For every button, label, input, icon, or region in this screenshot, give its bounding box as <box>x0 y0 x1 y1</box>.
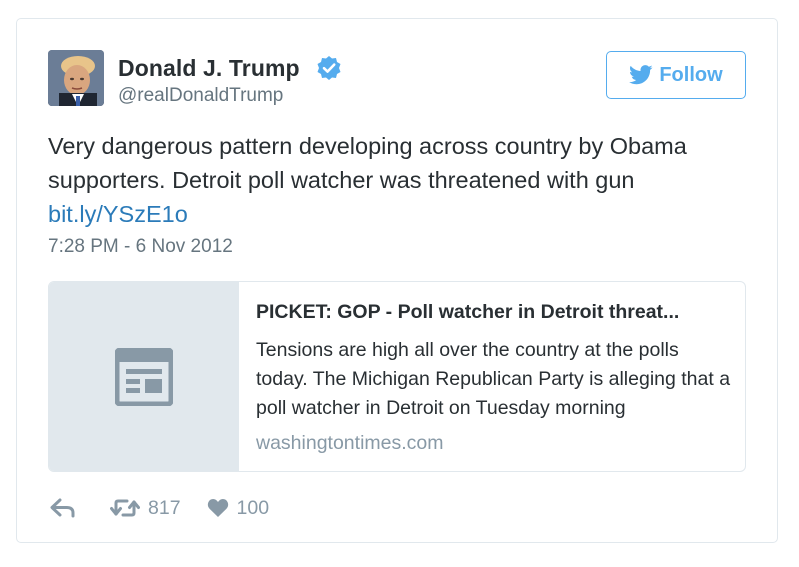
author-display-name[interactable]: Donald J. Trump <box>118 55 300 81</box>
follow-button[interactable]: Follow <box>606 51 746 99</box>
like-count: 100 <box>236 496 270 519</box>
link-card-body: PICKET: GOP - Poll watcher in Detroit th… <box>256 300 731 455</box>
tweet-actions: 817 100 <box>50 496 269 520</box>
like-button[interactable]: 100 <box>207 496 270 520</box>
article-icon <box>115 347 173 406</box>
link-card-thumbnail <box>49 282 239 471</box>
tweet-text-line: Very dangerous pattern developing across… <box>48 133 687 159</box>
tweet-text: Very dangerous pattern developing across… <box>48 129 748 231</box>
reply-icon <box>50 498 75 518</box>
link-preview-card[interactable]: PICKET: GOP - Poll watcher in Detroit th… <box>48 281 746 472</box>
retweet-button[interactable]: 817 <box>110 497 181 520</box>
link-card-description: Tensions are high all over the country a… <box>256 339 731 419</box>
verified-badge-icon <box>317 56 341 80</box>
tweet-link[interactable]: bit.ly/YSzE1o <box>48 201 188 227</box>
link-card-title: PICKET: GOP - Poll watcher in Detroit th… <box>256 301 680 323</box>
avatar-portrait-image <box>48 50 104 106</box>
tweet-card: Donald J. Trump @realDonaldTrump Follow … <box>16 18 778 543</box>
follow-button-label: Follow <box>659 63 723 86</box>
retweet-count: 817 <box>148 496 181 519</box>
author-handle[interactable]: @realDonaldTrump <box>118 85 284 106</box>
link-card-domain: washingtontimes.com <box>256 432 444 454</box>
avatar[interactable] <box>48 50 104 106</box>
heart-icon <box>207 499 228 517</box>
tweet-timestamp[interactable]: 7:28 PM - 6 Nov 2012 <box>48 236 233 257</box>
twitter-bird-icon <box>629 65 653 85</box>
tweet-text-line: supporters. Detroit poll watcher was thr… <box>48 167 635 193</box>
retweet-icon <box>110 499 140 517</box>
reply-button[interactable] <box>50 498 76 518</box>
